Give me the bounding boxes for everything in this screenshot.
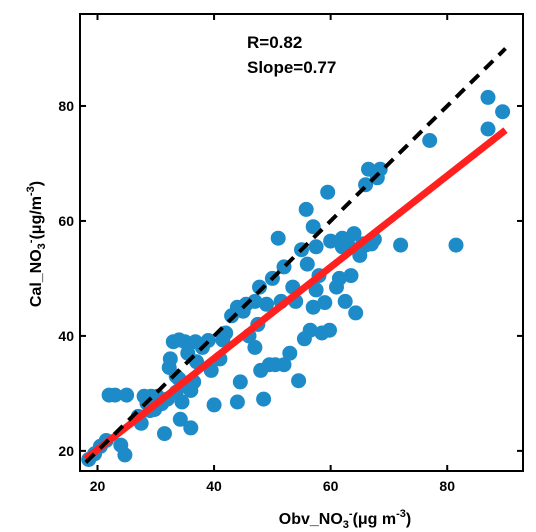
y-axis-title-unit-end: ) <box>28 181 45 186</box>
y-axis-title-main: Cal_NO <box>28 249 45 307</box>
y-tick-label: 60 <box>58 213 74 229</box>
data-point <box>270 230 286 246</box>
x-axis-title-unit: (μg m <box>353 511 397 528</box>
y-tick-label: 20 <box>58 443 74 459</box>
data-point <box>393 237 409 253</box>
data-marks <box>81 47 511 467</box>
data-point <box>107 387 123 403</box>
data-point <box>174 394 190 410</box>
data-point <box>162 351 178 367</box>
plot-frame <box>79 13 524 472</box>
y-tick-label: 80 <box>58 98 74 114</box>
data-point <box>183 420 199 436</box>
data-point <box>480 89 496 105</box>
x-tick-label: 60 <box>323 478 339 494</box>
fit-line <box>83 127 508 462</box>
one-to-one-line <box>84 47 507 464</box>
y-axis-title: Cal_NO3-(μg/m-3) <box>25 181 48 307</box>
data-point <box>206 397 222 413</box>
x-tick-label: 40 <box>206 478 222 494</box>
y-axis-title-unit-sup: -3 <box>25 186 37 196</box>
data-point <box>119 387 135 403</box>
data-point <box>298 201 314 217</box>
x-tick-label: 80 <box>439 478 455 494</box>
x-axis-title-sub: 3 <box>343 519 349 531</box>
data-point <box>346 226 362 242</box>
data-point <box>282 345 298 361</box>
data-point <box>317 295 333 311</box>
x-tick-label: 20 <box>90 478 106 494</box>
data-point <box>308 282 324 298</box>
data-point <box>299 256 315 272</box>
y-axis-title-sub: 3 <box>36 243 48 249</box>
data-point <box>259 296 274 312</box>
data-point <box>480 121 496 137</box>
data-point <box>172 411 188 427</box>
data-point <box>372 161 388 177</box>
data-point <box>322 322 337 338</box>
data-point <box>422 133 438 148</box>
y-axis-title-unit: (μg/m <box>28 196 45 240</box>
data-point <box>291 373 307 389</box>
data-point <box>348 305 364 321</box>
data-point <box>232 374 248 390</box>
x-axis-title-unit-sup: -3 <box>396 508 406 520</box>
data-point <box>256 391 272 407</box>
annotation-r: R=0.82 <box>247 33 302 52</box>
data-point <box>308 239 324 255</box>
y-tick-label: 40 <box>58 328 74 344</box>
data-point <box>117 447 133 463</box>
data-point <box>343 268 359 284</box>
data-point <box>305 219 321 235</box>
data-point <box>305 299 321 315</box>
data-point <box>229 394 245 410</box>
y-axis-title-sup: - <box>25 239 37 243</box>
data-point <box>276 357 292 373</box>
x-axis-title-unit-end: ) <box>406 511 411 528</box>
x-axis-title-sup: - <box>349 508 353 520</box>
data-point <box>157 426 172 442</box>
data-point <box>247 339 263 355</box>
data-point <box>323 233 339 249</box>
data-point <box>331 270 347 286</box>
data-point <box>252 279 267 295</box>
x-axis-title: Obv_NO3-(μg m-3) <box>279 508 411 531</box>
data-point <box>448 237 464 253</box>
data-point <box>177 334 193 350</box>
x-axis-title-main: Obv_NO <box>279 511 343 528</box>
data-point <box>320 184 336 200</box>
data-point <box>302 322 318 338</box>
data-point <box>495 104 511 120</box>
annotation-slope: Slope=0.77 <box>247 58 336 77</box>
data-point <box>337 293 353 309</box>
data-point <box>247 293 263 309</box>
axis-ticks: 20 40 60 80 20 40 60 80 <box>58 14 523 494</box>
